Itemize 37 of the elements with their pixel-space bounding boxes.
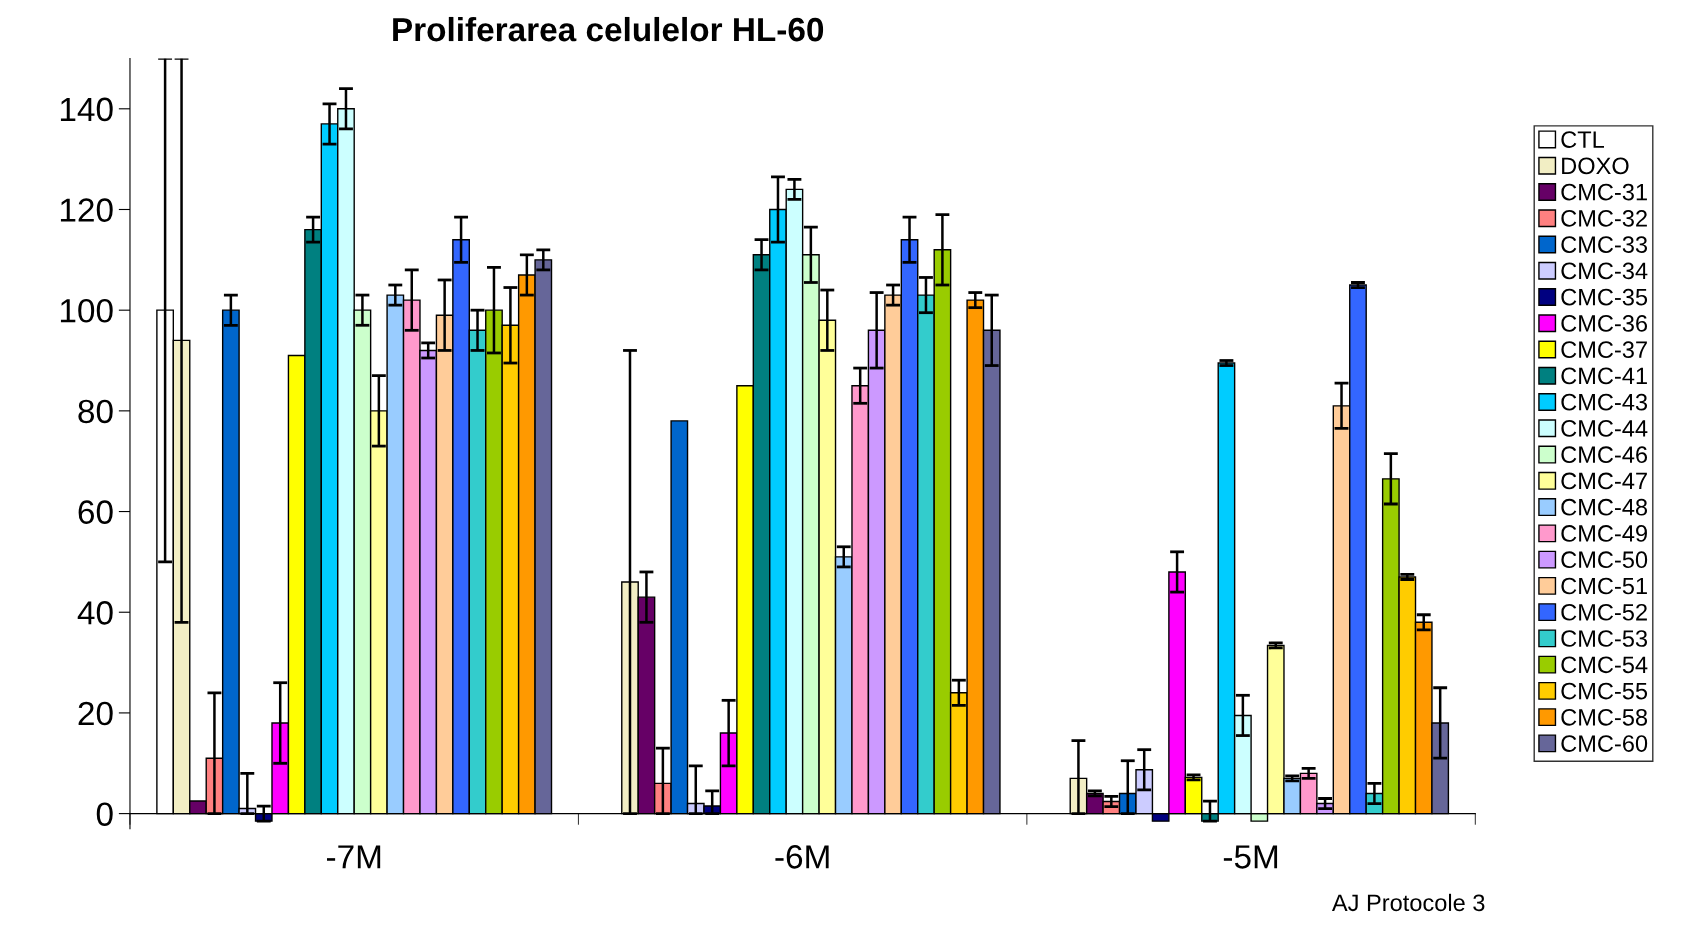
legend-label: CMC-54	[1561, 656, 1648, 674]
legend-label: CMC-31	[1561, 183, 1647, 201]
legend-label: CMC-37	[1561, 341, 1647, 359]
legend-label: CMC-36	[1561, 315, 1648, 332]
legend-label: DOXO	[1562, 157, 1629, 175]
legend-label: CMC-53	[1561, 630, 1648, 647]
legend-label: CMC-48	[1561, 498, 1648, 516]
legend-label: CMC-52	[1561, 603, 1647, 621]
x-tick-label: -7M	[326, 845, 381, 869]
y-tick-label: 60	[78, 500, 113, 524]
legend-label: CMC-50	[1561, 551, 1648, 569]
legend-label: CTL	[1561, 131, 1604, 148]
legend-label: CMC-43	[1561, 393, 1648, 411]
legend-label: CMC-33	[1561, 236, 1648, 253]
x-tick-label: -6M	[775, 845, 829, 869]
legend-label: CMC-32	[1561, 209, 1647, 227]
legend-label: CMC-60	[1561, 735, 1648, 752]
y-tick-label: 120	[60, 198, 113, 222]
legend-label: CMC-46	[1561, 446, 1648, 464]
y-tick-label: 20	[78, 701, 113, 726]
legend-label: CMC-35	[1561, 288, 1648, 306]
y-tick-label: 0	[96, 802, 113, 827]
y-tick-label: 80	[78, 399, 113, 424]
legend-label: CMC-49	[1561, 525, 1647, 542]
x-tick-label: -5M	[1223, 845, 1278, 869]
legend-label: CMC-51	[1561, 577, 1647, 595]
y-tick-label: 40	[77, 601, 113, 625]
y-tick-label: 140	[60, 97, 113, 122]
legend-label: CMC-47	[1561, 472, 1647, 490]
text: AJ Protocole 3	[1331, 893, 1485, 912]
legend-label: CMC-44	[1561, 420, 1648, 437]
legend-label: CMC-34	[1561, 262, 1648, 280]
legend-label: CMC-55	[1561, 682, 1648, 700]
legend-label: CMC-58	[1561, 708, 1648, 726]
chart-title: Proliferarea celulelor HL-60	[393, 16, 824, 42]
legend-label: CMC-41	[1561, 367, 1647, 385]
y-tick-label: 100	[60, 298, 113, 323]
